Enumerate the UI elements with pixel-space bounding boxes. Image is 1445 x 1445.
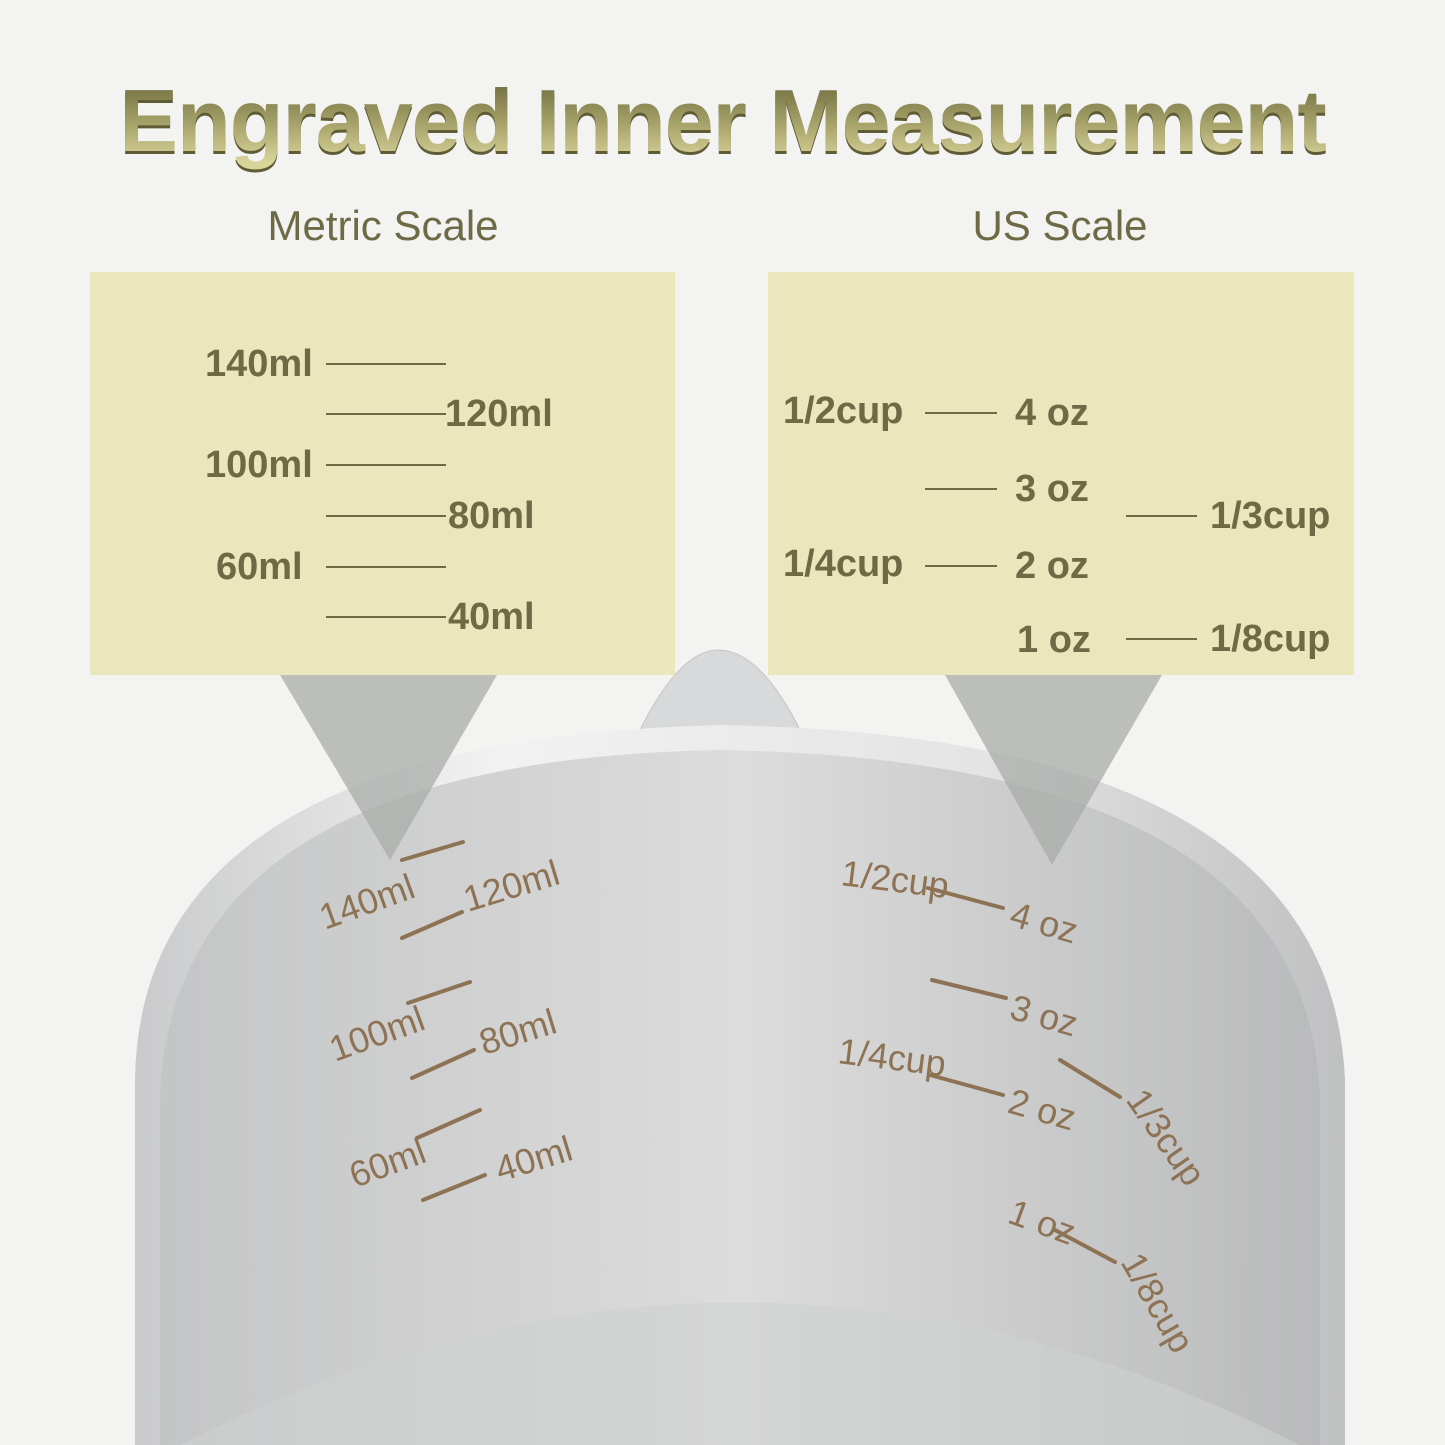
page-title: Engraved Inner Measurement	[0, 70, 1445, 172]
us-line	[1126, 515, 1197, 517]
us-label-third-cup: 1/3cup	[1210, 495, 1331, 537]
metric-label-120ml: 120ml	[445, 393, 553, 435]
us-label-1oz: 1 oz	[1017, 619, 1091, 661]
metric-heading: Metric Scale	[267, 202, 499, 249]
metric-label-60ml: 60ml	[216, 546, 303, 588]
us-line	[925, 565, 997, 567]
metric-label-40ml: 40ml	[448, 596, 535, 638]
us-heading: US Scale	[972, 202, 1148, 249]
metric-label-80ml: 80ml	[448, 495, 535, 537]
metric-line	[326, 616, 446, 618]
metric-pointer	[280, 675, 497, 860]
pot-interior	[160, 750, 1320, 1445]
pot-spout	[639, 649, 801, 731]
metric-label-100ml: 100ml	[205, 444, 313, 486]
metric-line	[326, 566, 446, 568]
metric-line	[326, 464, 446, 466]
us-label-4oz: 4 oz	[1015, 392, 1089, 434]
metric-line	[326, 515, 446, 517]
us-label-quarter-cup: 1/4cup	[783, 543, 904, 585]
us-pointer	[945, 675, 1162, 865]
us-line	[925, 488, 997, 490]
metric-label-140ml: 140ml	[205, 343, 313, 385]
us-scale-panel	[768, 272, 1354, 675]
metric-line	[326, 363, 446, 365]
us-label-half-cup: 1/2cup	[783, 390, 904, 432]
us-label-2oz: 2 oz	[1015, 545, 1089, 587]
us-label-3oz: 3 oz	[1015, 468, 1089, 510]
us-label-eighth-cup: 1/8cup	[1210, 618, 1331, 660]
pot-floor-shade	[180, 1302, 1300, 1445]
metric-line	[326, 413, 446, 415]
us-line	[1126, 638, 1197, 640]
us-line	[925, 412, 997, 414]
engraved-ticks	[400, 840, 1122, 1264]
metric-scale-panel	[90, 272, 675, 675]
